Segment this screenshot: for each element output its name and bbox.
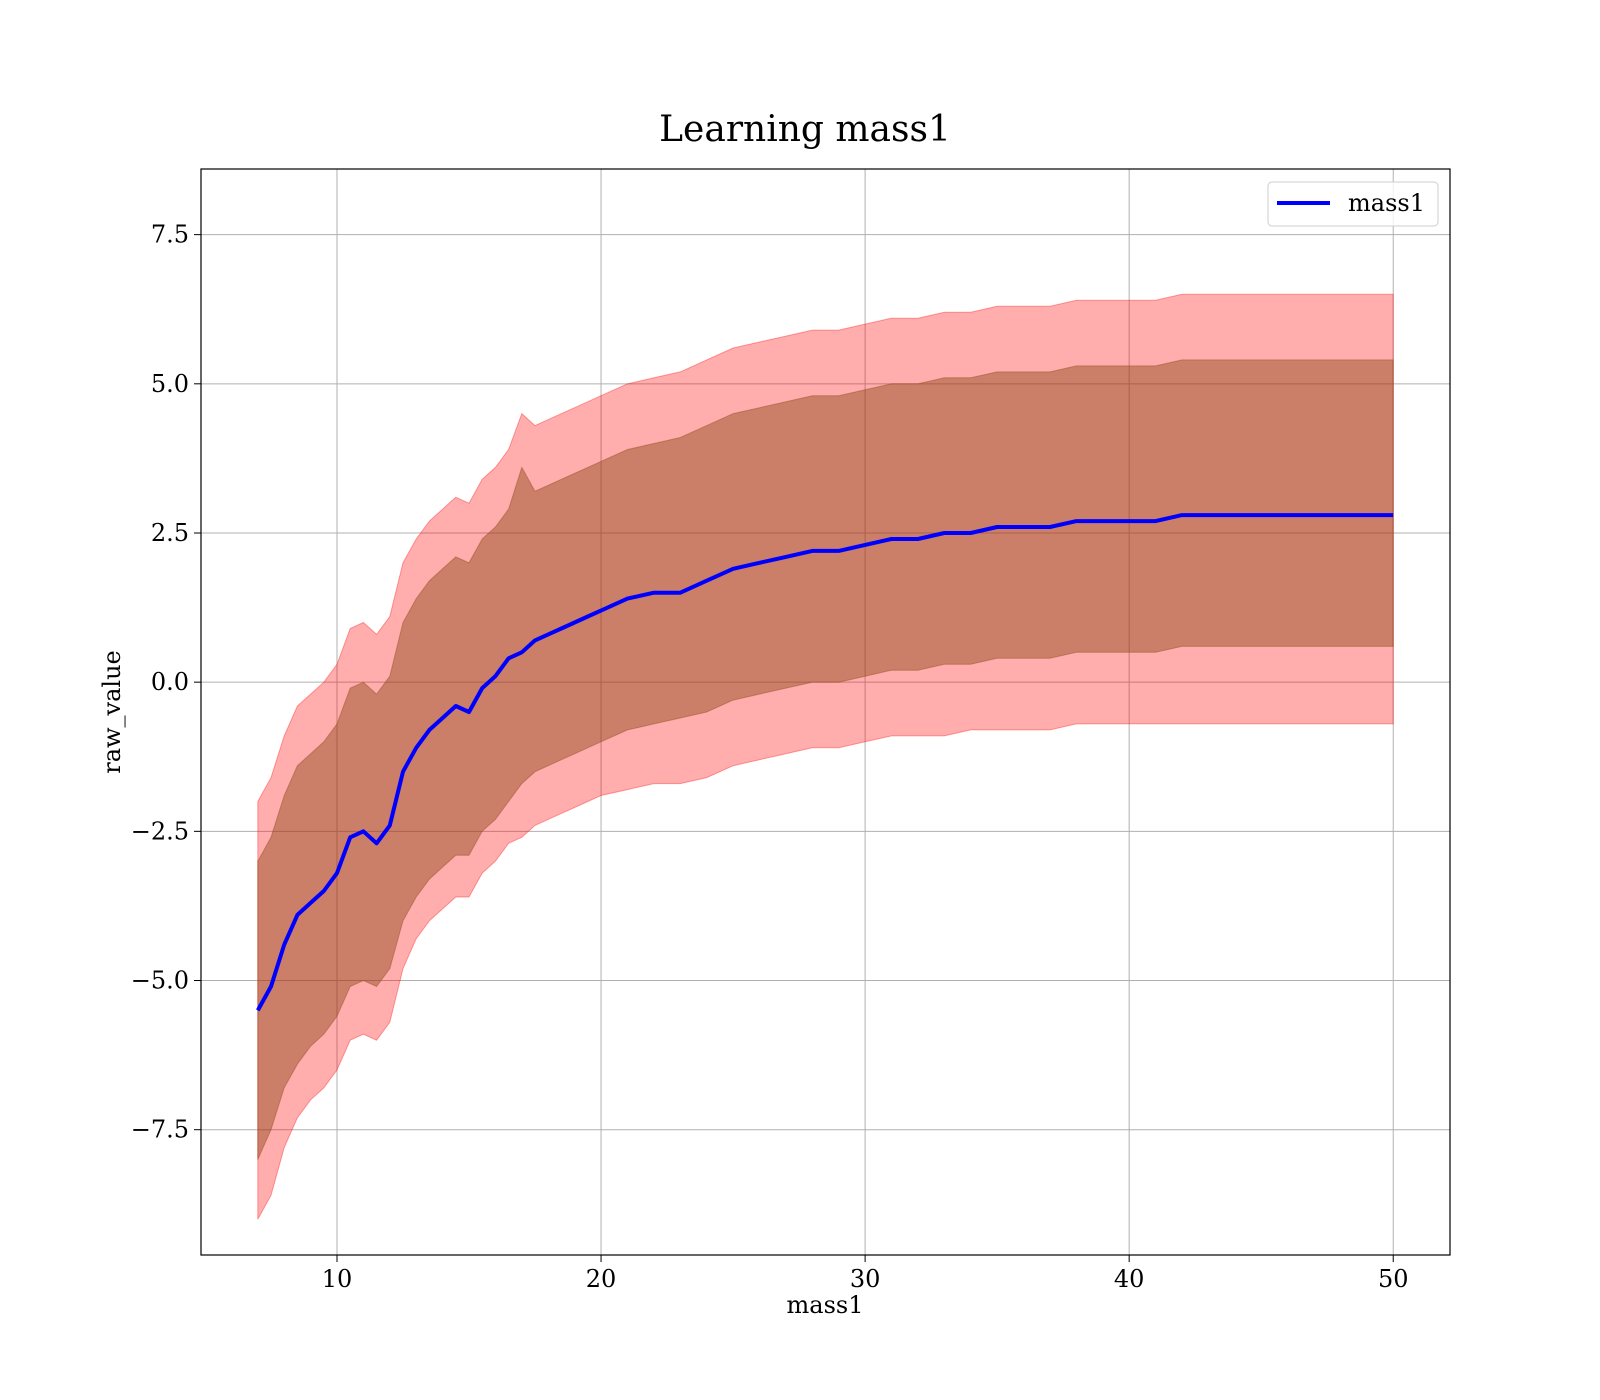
x-tick-label: 50 bbox=[1378, 1265, 1409, 1293]
y-axis-ticks: −7.5 −5.0 −2.5 0.0 2.5 5.0 7.5 bbox=[131, 221, 201, 1144]
y-tick-label: −2.5 bbox=[131, 817, 189, 845]
x-tick-label: 40 bbox=[1114, 1265, 1145, 1293]
confidence-bands bbox=[257, 293, 1394, 1220]
legend-entry-mass1: mass1 bbox=[1348, 189, 1425, 217]
x-tick-label: 20 bbox=[586, 1265, 617, 1293]
inner-band bbox=[257, 359, 1394, 1160]
y-tick-label: 5.0 bbox=[151, 370, 189, 398]
y-tick-label: 0.0 bbox=[151, 668, 189, 696]
legend-box bbox=[1267, 181, 1439, 227]
y-axis-label: raw_value bbox=[98, 650, 126, 774]
y-tick-label: 7.5 bbox=[151, 221, 189, 249]
x-tick-label: 30 bbox=[850, 1265, 881, 1293]
outer-band bbox=[257, 293, 1394, 1220]
y-tick-label: −7.5 bbox=[131, 1116, 189, 1144]
x-axis-ticks: 10 20 30 40 50 bbox=[322, 1255, 1409, 1293]
x-tick-label: 10 bbox=[322, 1265, 353, 1293]
y-tick-label: −5.0 bbox=[131, 967, 189, 995]
y-tick-label: 2.5 bbox=[151, 519, 189, 547]
plot-area-frame bbox=[200, 168, 1451, 1256]
x-axis-label: mass1 bbox=[787, 1291, 864, 1319]
grid-lines bbox=[201, 169, 1450, 1255]
series-lines bbox=[256, 513, 1394, 1012]
chart-title: Learning mass1 bbox=[659, 109, 951, 150]
series-line-mass1 bbox=[256, 513, 1394, 1012]
legend: mass1 bbox=[1267, 181, 1439, 227]
